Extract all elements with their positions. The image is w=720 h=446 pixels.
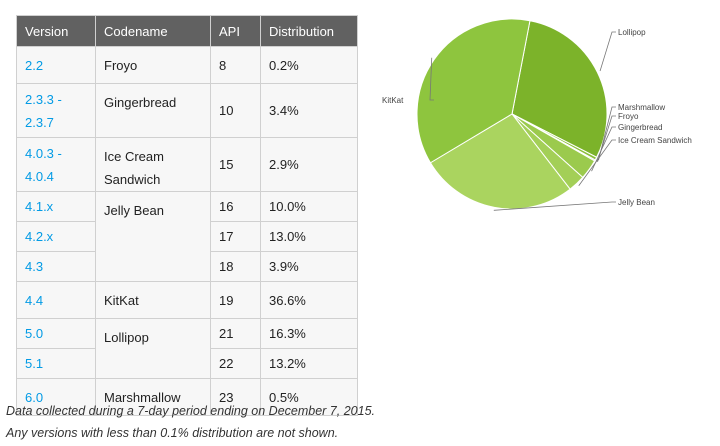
distribution-cell: 36.6% xyxy=(260,281,358,319)
table-row: 5.0 Lollipop 21 16.3% xyxy=(16,318,358,379)
pie-label: Marshmallow xyxy=(618,103,665,112)
header-codename: Codename xyxy=(95,15,211,47)
api-cell: 8 xyxy=(210,46,261,84)
pie-label: KitKat xyxy=(382,96,404,105)
distribution-cell: 13.2% xyxy=(260,348,358,379)
distribution-cell: 16.3% xyxy=(260,318,358,349)
table-row: 4.4 KitKat 19 36.6% xyxy=(16,281,358,319)
api-cell: 10 xyxy=(210,83,261,138)
table-row: 4.0.3 - 4.0.4 Ice Cream Sandwich 15 2.9% xyxy=(16,137,358,192)
leader-line xyxy=(578,139,616,186)
version-link[interactable]: 2.3.3 - 2.3.7 xyxy=(16,83,96,138)
version-link[interactable]: 5.1 xyxy=(16,348,96,379)
distribution-cell: 0.2% xyxy=(260,46,358,84)
table-row: 2.2 Froyo 8 0.2% xyxy=(16,46,358,84)
header-distribution: Distribution xyxy=(260,15,358,47)
pie-label: Froyo xyxy=(618,112,639,121)
leader-line xyxy=(597,115,616,162)
codename-cell: Lollipop xyxy=(95,318,211,379)
footnote-date: Data collected during a 7-day period end… xyxy=(6,404,375,418)
version-link[interactable]: 4.0.3 - 4.0.4 xyxy=(16,137,96,192)
codename-cell: Gingerbread xyxy=(95,83,211,138)
version-link[interactable]: 4.1.x xyxy=(16,191,96,222)
pie-slice-jelly-bean xyxy=(429,113,571,210)
api-cell: 21 xyxy=(210,318,261,349)
pie-label: Gingerbread xyxy=(618,123,662,132)
distribution-cell: 3.4% xyxy=(260,83,358,138)
pie-label: Jelly Bean xyxy=(618,198,655,207)
table-row: 4.3 18 3.9% xyxy=(16,251,358,282)
api-cell: 23 xyxy=(210,378,261,416)
leader-line xyxy=(493,201,616,211)
api-cell: 19 xyxy=(210,281,261,319)
codename-cell: Ice Cream Sandwich xyxy=(95,137,211,192)
leader-line xyxy=(598,106,616,161)
pie-slice-kitkat xyxy=(416,18,531,164)
codename-cell: Froyo xyxy=(95,46,211,84)
leader-line xyxy=(599,31,616,72)
header-version: Version xyxy=(16,15,96,47)
codename-cell: KitKat xyxy=(95,281,211,319)
version-link[interactable]: 6.0 xyxy=(16,378,96,416)
distribution-cell: 0.5% xyxy=(260,378,358,416)
codename-cell: Jelly Bean xyxy=(95,191,211,282)
version-link[interactable]: 5.0 xyxy=(16,318,96,349)
distribution-table: Version Codename API Distribution 2.2 Fr… xyxy=(16,15,358,416)
pie-label: Ice Cream Sandwich xyxy=(618,136,692,145)
footnotes: Data collected during a 7-day period end… xyxy=(6,400,375,444)
header-api: API xyxy=(210,15,261,47)
api-cell: 16 xyxy=(210,191,261,222)
codename-cell: Marshmallow xyxy=(95,378,211,416)
api-cell: 22 xyxy=(210,348,261,379)
leader-line xyxy=(591,126,616,172)
pie-label: Lollipop xyxy=(618,28,646,37)
api-cell: 17 xyxy=(210,221,261,252)
table-row: 4.2.x 17 13.0% xyxy=(16,221,358,252)
table-row: 4.1.x Jelly Bean 16 10.0% xyxy=(16,191,358,282)
footnote-threshold: Any versions with less than 0.1% distrib… xyxy=(6,426,339,440)
api-cell: 15 xyxy=(210,137,261,192)
distribution-cell: 3.9% xyxy=(260,251,358,282)
distribution-cell: 10.0% xyxy=(260,191,358,222)
table-row: 2.3.3 - 2.3.7 Gingerbread 10 3.4% xyxy=(16,83,358,138)
table-row: 5.1 22 13.2% xyxy=(16,348,358,379)
version-link[interactable]: 4.4 xyxy=(16,281,96,319)
version-link[interactable]: 4.3 xyxy=(16,251,96,282)
table-header-row: Version Codename API Distribution xyxy=(16,15,358,47)
version-link[interactable]: 2.2 xyxy=(16,46,96,84)
api-cell: 18 xyxy=(210,251,261,282)
distribution-cell: 2.9% xyxy=(260,137,358,192)
distribution-cell: 13.0% xyxy=(260,221,358,252)
version-link[interactable]: 4.2.x xyxy=(16,221,96,252)
leader-line xyxy=(429,57,434,101)
table-row: 6.0 Marshmallow 23 0.5% xyxy=(16,378,358,416)
